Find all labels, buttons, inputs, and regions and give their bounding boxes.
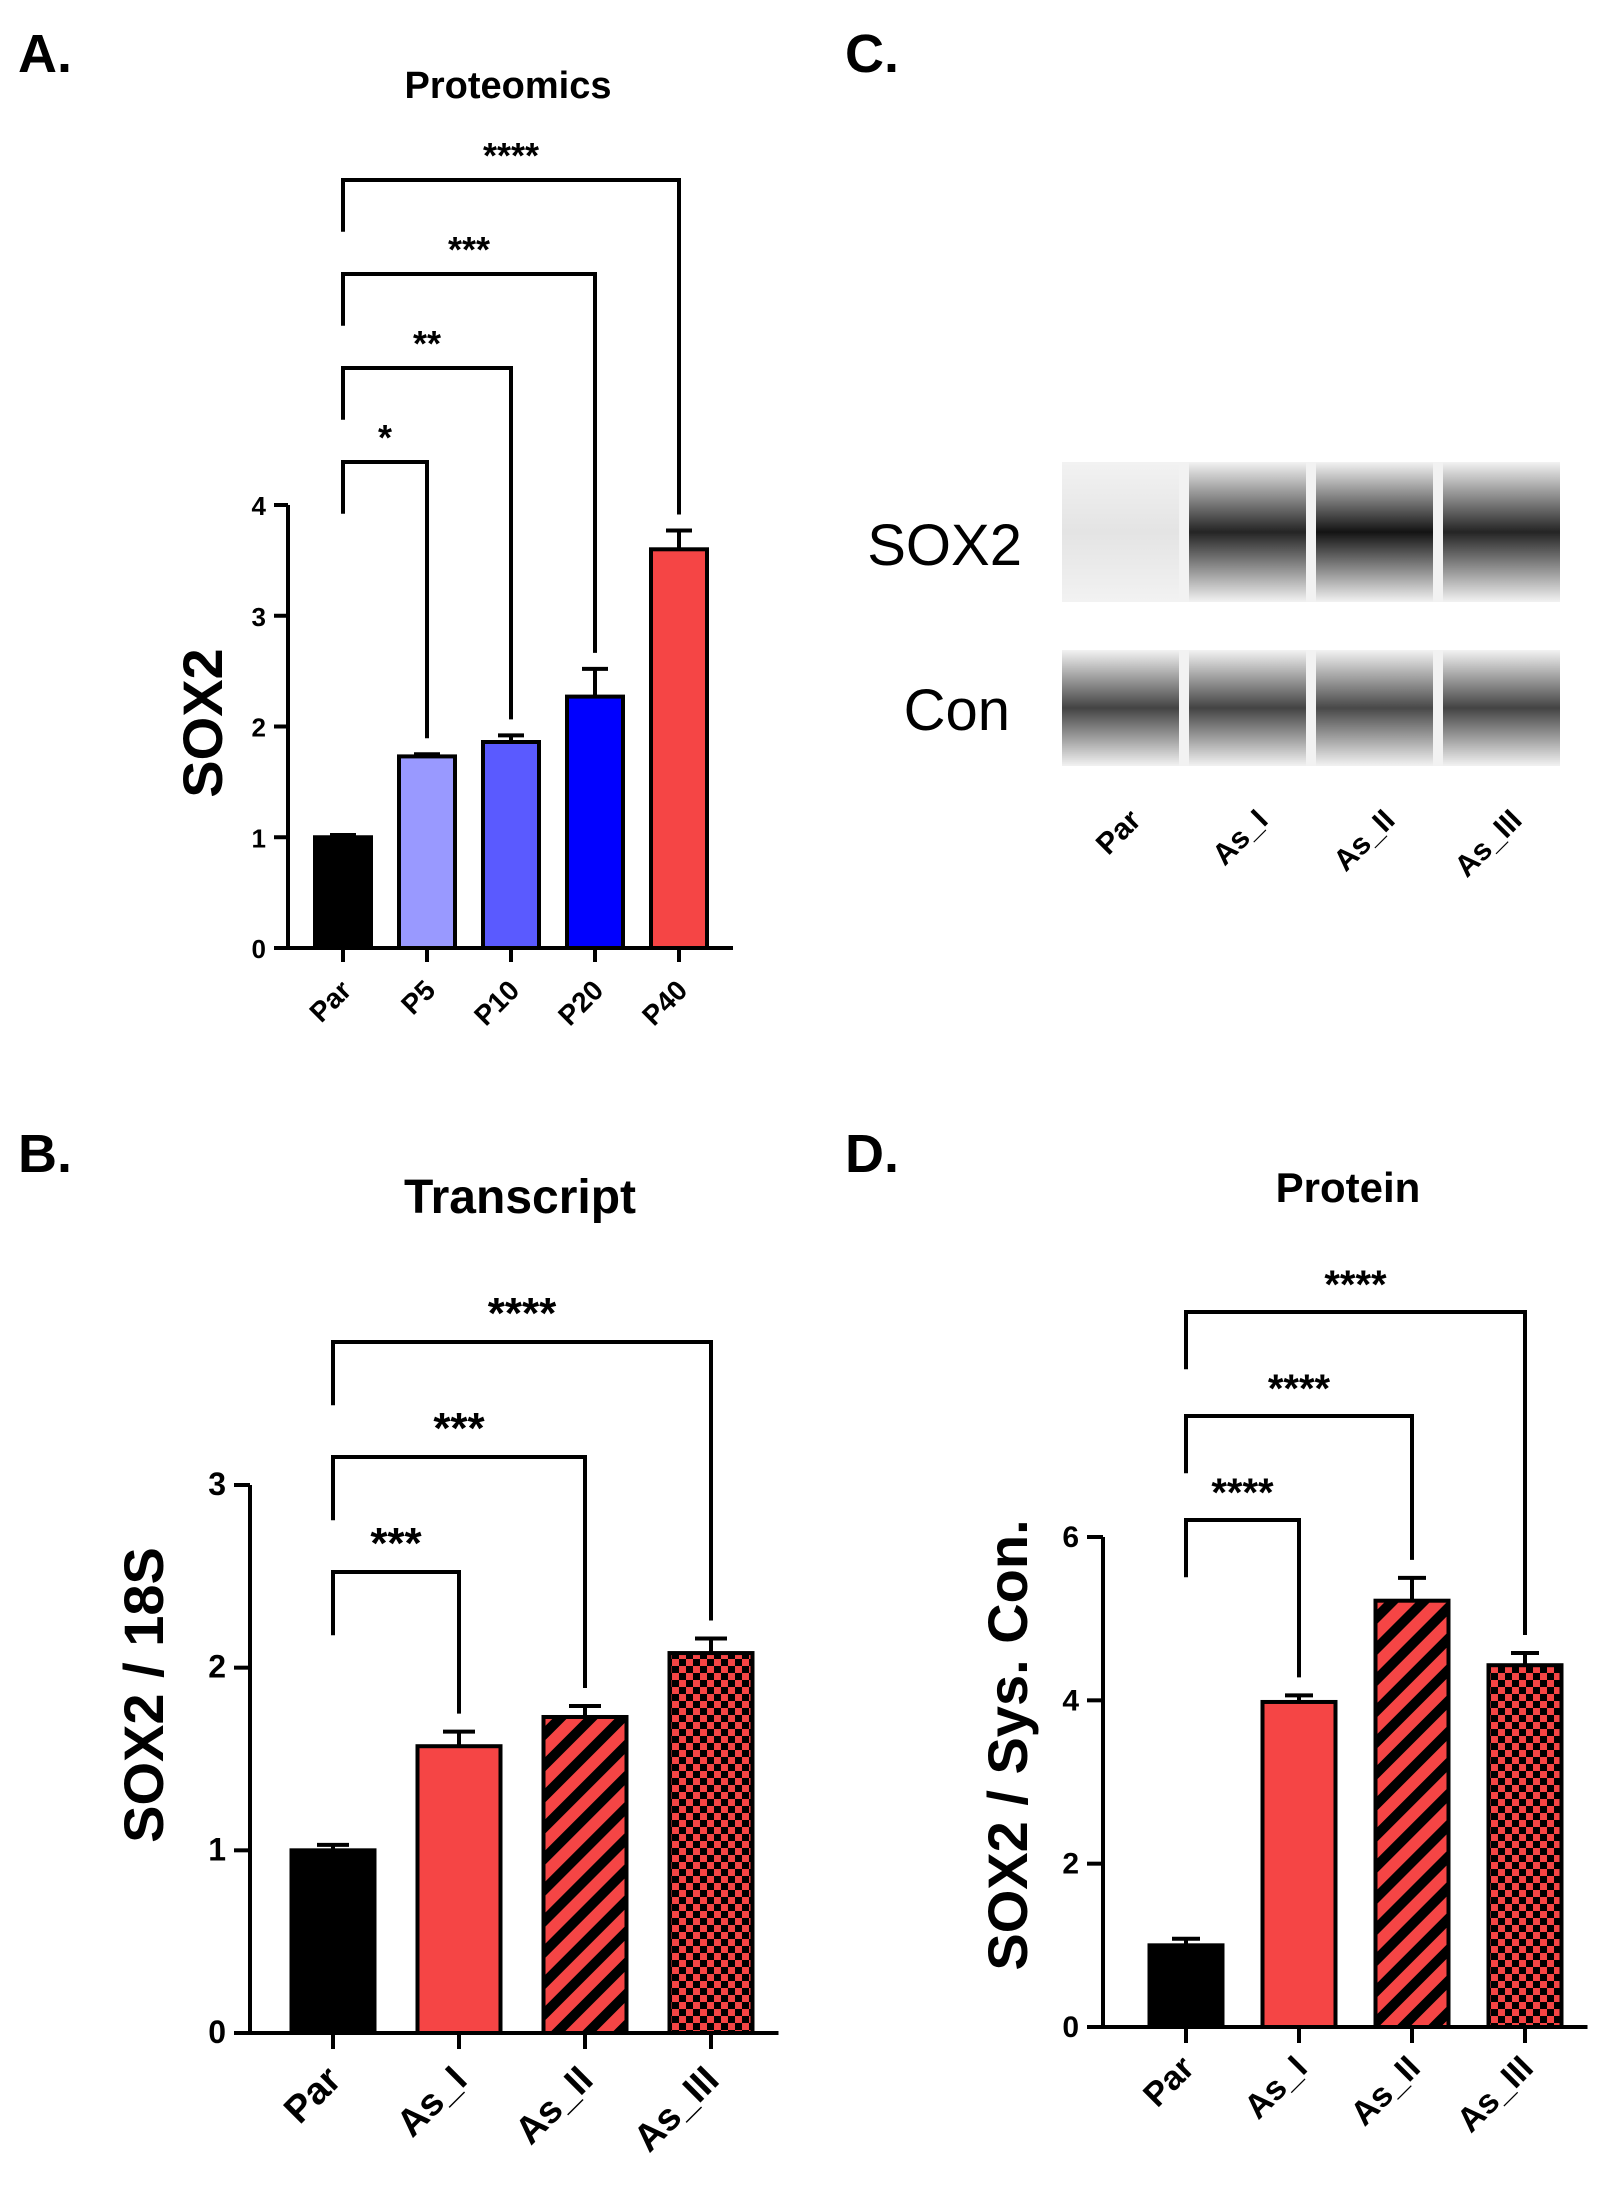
significance-label: **** [483,135,539,176]
blot-lane-label: Par [1090,803,1148,861]
y-tick-label: 6 [1062,1521,1079,1554]
blot-row-label-sox2: SOX2 [867,513,1022,578]
blot-band [1062,462,1179,602]
y-tick-label: 3 [252,602,266,632]
significance-bracket [341,460,429,739]
bar-par [313,835,373,950]
panel-letter-c: C. [845,24,899,84]
x-tick-label: P20 [552,974,609,1031]
blot-band [1316,462,1433,602]
bar-p40 [649,547,709,950]
significance-label: **** [488,1289,557,1338]
y-tick-label: 2 [252,713,266,743]
significance-label: **** [1268,1367,1331,1411]
y-tick-label: 0 [208,2014,226,2050]
chart-title: Protein [1276,1164,1421,1211]
y-tick-label: 0 [1062,2011,1079,2044]
significance-label: **** [1324,1263,1387,1307]
y-tick-label: 1 [208,1831,226,1867]
x-tick-label: As_III [626,2059,727,2160]
x-tick-label: P40 [636,974,693,1031]
significance-bracket [1184,1518,1301,1678]
bar-p5 [397,754,457,951]
bar-as-ii [1373,1598,1451,2029]
bar-p20 [565,694,625,950]
x-tick-label: P5 [395,974,441,1020]
significance-label: *** [370,1519,422,1568]
x-tick-label: As_II [1343,2049,1427,2133]
significance-bracket [1184,1414,1414,1560]
blot-lane-label: As_III [1449,804,1529,884]
chart-title: Proteomics [405,65,612,107]
bar-par [1147,1943,1225,2030]
blot-row-label-con: Con [904,678,1010,743]
y-tick-label: 4 [252,491,267,521]
bar-as-iii [1486,1663,1564,2029]
significance-bracket [341,178,681,515]
blot-band [1189,462,1306,602]
blot-band [1316,650,1433,766]
y-axis-label: SOX2 / Sys. Con. [976,1519,1039,1970]
x-tick-label: Par [1136,2049,1202,2115]
x-tick-label: Par [303,974,357,1028]
blot-lane-label: As_I [1206,804,1274,872]
y-axis-label: SOX2 [171,648,234,797]
blot-lane-label: As_II [1327,804,1401,878]
bar-as-i [415,1744,503,2036]
bar-as-i [1260,1699,1338,2029]
bar-par [289,1848,377,2036]
x-tick-label: As_I [389,2059,475,2145]
x-tick-label: As_III [1450,2049,1541,2140]
y-tick-label: 3 [208,1466,226,1502]
western-blot: SOX2 Con Par As_I As_II As_III [867,462,1560,884]
blot-band [1062,650,1179,766]
bar-as-iii [667,1651,755,2035]
bar-p10 [481,740,541,950]
y-tick-label: 0 [252,934,266,964]
blot-band [1189,650,1306,766]
y-axis-label: SOX2 / 18S [112,1547,175,1843]
panel-letter-a: A. [18,24,72,84]
significance-label: *** [448,229,490,270]
x-tick-label: As_I [1237,2049,1315,2127]
significance-label: **** [1211,1471,1274,1515]
y-tick-label: 1 [252,823,266,853]
significance-bracket [331,1340,713,1621]
chart-transcript: Transcript SOX2 / 18S 0 1 2 3 Par As_I As_II As… [112,1171,779,2160]
chart-title: Transcript [404,1171,636,1224]
significance-bracket [331,1455,587,1689]
significance-bracket [341,366,513,720]
chart-protein: Protein SOX2 / Sys. Con. 0 2 4 6 Par As_I As_I… [976,1164,1588,2140]
significance-label: *** [433,1404,485,1453]
y-tick-label: 4 [1062,1684,1079,1717]
x-tick-label: As_II [507,2059,601,2153]
blot-band [1443,650,1560,766]
significance-bracket [341,272,597,653]
bar-as-ii [541,1714,629,2036]
significance-label: ** [413,323,441,364]
significance-bracket [331,1570,461,1714]
blot-band [1443,462,1560,602]
panel-letter-b: B. [18,1124,72,1184]
significance-label: * [378,417,392,458]
y-tick-label: 2 [1062,1848,1079,1881]
y-tick-label: 2 [208,1649,226,1685]
panel-letter-d: D. [845,1124,899,1184]
significance-bracket [1184,1310,1527,1635]
x-tick-label: Par [276,2059,349,2132]
x-tick-label: P10 [468,974,525,1031]
